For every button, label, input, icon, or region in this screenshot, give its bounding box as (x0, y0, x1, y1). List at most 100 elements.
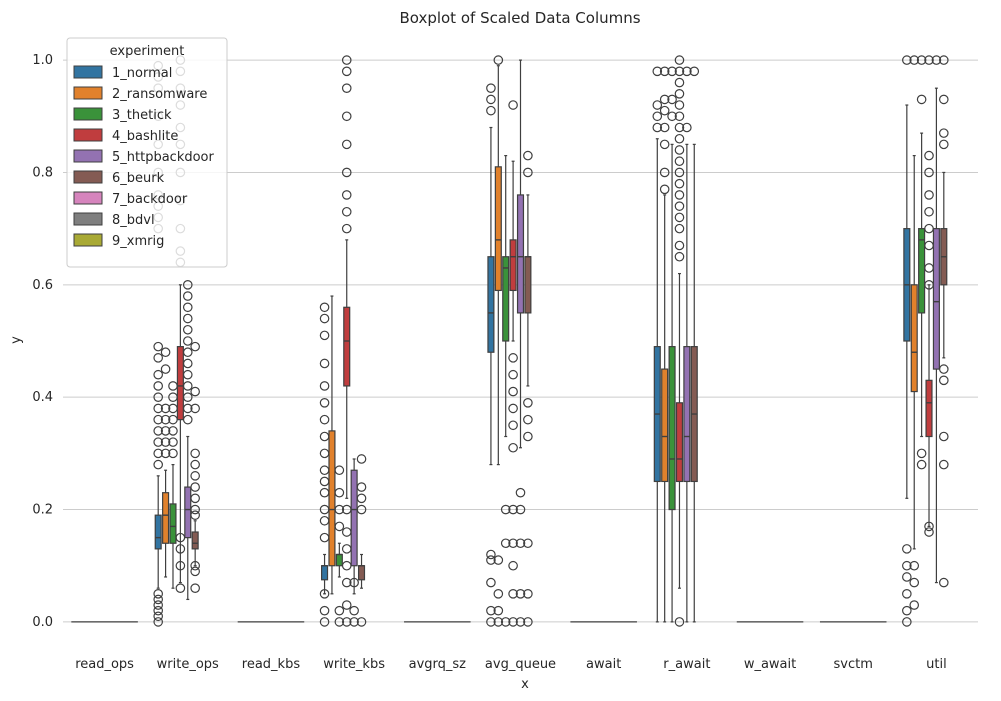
legend-swatch (73, 212, 103, 226)
outlier-point (334, 465, 345, 476)
outlier-point (160, 437, 171, 447)
outlier-point (175, 583, 186, 593)
y-tick-label: 1.0 (32, 53, 53, 68)
box-3-thetick (500, 155, 511, 627)
legend-swatch (73, 128, 103, 142)
outlier-point (319, 589, 330, 599)
y-tick-labels: 0.0 0.2 0.4 0.6 0.8 1.0 (32, 53, 53, 630)
outlier-point (341, 600, 352, 610)
outlier-point (939, 128, 949, 138)
outlier-point (486, 94, 496, 105)
legend: experiment 1_normal 2_ransomware 3_thetick… (66, 37, 228, 268)
outlier-point (515, 589, 526, 599)
outlier-point (160, 414, 171, 425)
group-r-await (652, 55, 700, 627)
outlier-point (667, 66, 677, 77)
outlier-point (160, 403, 171, 414)
outlier-point (909, 560, 920, 571)
outlier-point (182, 403, 193, 414)
outlier-point (190, 504, 200, 515)
outlier-point (190, 493, 200, 504)
outlier-point (319, 617, 330, 627)
outlier-point (486, 577, 496, 588)
outlier-point (659, 94, 670, 105)
outlier-point (190, 386, 200, 397)
box-6-beurk (356, 454, 367, 627)
legend-entry-2-ransomware: 2_ransomware (73, 86, 207, 102)
box-body (494, 166, 502, 292)
box-body (176, 346, 184, 421)
outlier-point (515, 504, 526, 515)
box-3-thetick (916, 55, 927, 470)
legend-label: 6_beurk (112, 171, 165, 186)
outlier-point (500, 504, 511, 515)
outlier-point (319, 397, 330, 408)
box-body (169, 503, 177, 544)
legend-entry-7-backdoor: 7_backdoor (73, 191, 188, 207)
outlier-point (659, 66, 670, 77)
outlier-point (153, 437, 163, 447)
outlier-point (939, 364, 949, 374)
group-util (902, 55, 949, 627)
outlier-point (182, 414, 193, 425)
outlier-point (523, 397, 533, 408)
outlier-point (924, 167, 934, 178)
legend-swatch (73, 170, 103, 184)
outlier-point (674, 190, 685, 200)
outlier-point (486, 83, 496, 93)
x-axis-label: x (521, 677, 529, 692)
outlier-point (508, 369, 518, 380)
outlier-point (674, 145, 685, 155)
outlier-point (652, 66, 663, 77)
outlier-point (674, 240, 685, 251)
legend-entry-8-bdvl: 8_bdvl (73, 212, 155, 228)
x-tick-label-svctm: svctm (834, 657, 873, 672)
outlier-point (182, 302, 193, 313)
outlier-point (341, 55, 352, 65)
box-6-beurk (939, 55, 949, 588)
outlier-point (508, 403, 518, 414)
outlier-point (659, 139, 670, 150)
outlier-point (924, 206, 934, 217)
outlier-point (523, 150, 533, 161)
outlier-point (515, 617, 526, 627)
legend-entry-3-thetick: 3_thetick (73, 107, 172, 123)
outlier-point (902, 572, 912, 582)
y-axis-label: y (9, 336, 24, 344)
outlier-point (493, 617, 504, 627)
outlier-point (659, 105, 670, 116)
box-body (661, 368, 669, 483)
outlier-point (652, 111, 663, 122)
outlier-point (349, 605, 359, 616)
box-5-httpbackdoor (349, 458, 359, 627)
outlier-point (153, 341, 163, 352)
outlier-point (341, 190, 352, 200)
outlier-point (334, 487, 345, 498)
legend-label: 5_httpbackdoor (112, 150, 215, 165)
outlier-point (523, 617, 533, 627)
outlier-point (341, 206, 352, 217)
outlier-point (674, 100, 685, 110)
legend-label: 4_bashlite (112, 129, 178, 144)
outlier-point (190, 471, 200, 481)
outlier-point (153, 381, 163, 391)
outlier-point (902, 55, 912, 65)
legend-swatch (73, 233, 103, 247)
outlier-point (682, 66, 692, 77)
outlier-point (175, 544, 186, 554)
outlier-point (659, 167, 670, 178)
outlier-point (190, 459, 200, 470)
outlier-point (153, 403, 163, 414)
box-body (683, 346, 691, 483)
legend-swatch (73, 191, 103, 205)
x-tick-label-avgrq-sz: avgrq_sz (409, 657, 467, 672)
outlier-point (674, 251, 685, 262)
outlier-point (153, 369, 163, 380)
outlier-point (153, 414, 163, 425)
outlier-point (682, 122, 692, 133)
outlier-point (924, 527, 934, 537)
chart-title: Boxplot of Scaled Data Columns (399, 9, 640, 27)
outlier-point (341, 223, 352, 234)
box-3-thetick (168, 381, 178, 589)
outlier-point (515, 487, 526, 498)
